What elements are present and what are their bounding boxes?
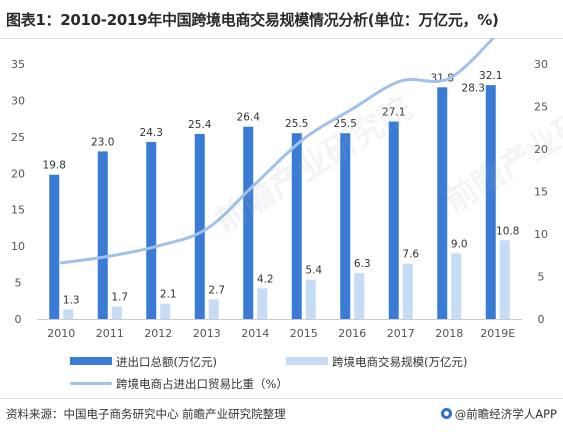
bar-total	[388, 121, 399, 319]
data-label-crossborder: 9.0	[451, 238, 468, 250]
legend-item-crossborder: 跨境电商交易规模(万亿元)	[286, 354, 467, 370]
data-label-total: 27.1	[382, 107, 405, 119]
data-label-total: 24.3	[140, 127, 163, 139]
x-tick-label: 2013	[193, 327, 221, 340]
data-label-crossborder: 7.6	[402, 249, 419, 261]
y-left-tick-label: 0	[15, 313, 22, 326]
legend-swatch-crossborder	[286, 357, 328, 365]
data-label-crossborder: 1.7	[111, 292, 128, 304]
x-tick-label: 2011	[96, 327, 124, 340]
bar-total	[49, 174, 60, 319]
bar-crossborder	[402, 263, 413, 319]
y-left-tick-label: 35	[11, 58, 25, 71]
data-label-crossborder: 5.4	[305, 265, 322, 277]
data-label-crossborder: 2.1	[160, 289, 177, 301]
y-left-tick-label: 20	[11, 167, 25, 180]
y-right-tick-label: 10	[534, 228, 548, 241]
legend-label-share: 跨境电商占进出口贸易比重（%）	[116, 377, 288, 391]
x-tick-label: 2018	[435, 327, 463, 340]
bar-crossborder	[257, 288, 268, 319]
x-tick-label: 2014	[241, 327, 269, 340]
data-label-total: 23.0	[91, 136, 114, 148]
title-bar: 图表1：2010-2019年中国跨境电商交易规模情况分析(单位：万亿元，%)	[0, 0, 563, 39]
x-tick-label: 2019E	[480, 327, 515, 340]
legend: 进出口总额(万亿元) 跨境电商交易规模(万亿元) 跨境电商占进出口贸易比重（%）	[0, 350, 563, 398]
bar-total	[437, 87, 448, 319]
source-note: 资料来源：中国电子商务研究中心 前瞻产业研究院整理	[6, 407, 286, 421]
bar-crossborder	[160, 303, 171, 319]
data-label-crossborder: 6.3	[354, 258, 371, 270]
chart-title: 图表1：2010-2019年中国跨境电商交易规模情况分析(单位：万亿元，%)	[6, 11, 499, 29]
x-tick-label: 2012	[144, 327, 172, 340]
data-label-total: 19.8	[43, 160, 66, 172]
legend-line-share	[70, 382, 112, 385]
chart-canvas: 0 5 10 15 20 25 30 35 0 5 10 15 20 25 30 19.8 1.3 2010 23.…	[11, 38, 548, 340]
bar-crossborder	[354, 273, 365, 319]
bar-crossborder	[111, 306, 122, 319]
bar-total	[291, 133, 302, 319]
brand-credit: @前瞻经济学人APP	[440, 406, 557, 422]
data-label-crossborder: 1.3	[63, 295, 80, 307]
bar-total	[194, 133, 205, 319]
share-line	[59, 38, 496, 265]
y-left-tick-label: 15	[11, 204, 25, 217]
legend-item-total: 进出口总额(万亿元)	[70, 354, 217, 370]
data-label-total: 32.1	[479, 70, 502, 82]
bar-crossborder	[305, 279, 316, 319]
brand-text: @前瞻经济学人APP	[454, 407, 557, 421]
x-tick-label: 2017	[387, 327, 415, 340]
y-right-tick-label: 30	[534, 58, 548, 71]
y-right-tick-label: 0	[538, 313, 545, 326]
bar-total	[340, 133, 351, 319]
legend-label-crossborder: 跨境电商交易规模(万亿元)	[332, 355, 468, 369]
y-right-tick-label: 25	[534, 101, 548, 114]
x-tick-label: 2016	[338, 327, 366, 340]
y-right-tick-label: 20	[534, 143, 548, 156]
y-right-tick-label: 5	[538, 271, 545, 284]
bar-crossborder	[63, 309, 74, 319]
bar-crossborder	[499, 240, 510, 319]
x-tick-label: 2015	[290, 327, 318, 340]
extra-data-label: 28.3	[462, 82, 485, 94]
brand-logo-icon	[440, 408, 452, 419]
data-label-total: 25.5	[285, 118, 308, 130]
legend-label-total: 进出口总额(万亿元)	[116, 355, 217, 369]
y-left-tick-label: 5	[15, 277, 22, 290]
data-label-total: 26.4	[237, 112, 261, 124]
bar-crossborder	[451, 253, 462, 319]
y-left-tick-label: 25	[11, 131, 25, 144]
bar-total	[97, 151, 108, 319]
legend-swatch-total	[70, 357, 112, 365]
data-label-crossborder: 10.8	[496, 225, 519, 237]
footer: 资料来源：中国电子商务研究中心 前瞻产业研究院整理 @前瞻经济学人APP	[0, 398, 563, 432]
bar-crossborder	[208, 299, 219, 319]
y-left-tick-label: 30	[11, 94, 25, 107]
data-label-crossborder: 4.2	[257, 273, 274, 285]
bar-total	[243, 126, 254, 320]
x-tick-label: 2010	[47, 327, 75, 340]
y-right-tick-label: 15	[534, 186, 548, 199]
y-left-tick-label: 10	[11, 240, 25, 253]
data-label-total: 25.4	[188, 119, 212, 131]
data-label-crossborder: 2.7	[208, 284, 225, 296]
data-label-total: 25.5	[334, 118, 357, 130]
bar-total	[146, 141, 157, 319]
legend-item-share: 跨境电商占进出口贸易比重（%）	[70, 376, 288, 392]
bar-total	[485, 85, 496, 319]
